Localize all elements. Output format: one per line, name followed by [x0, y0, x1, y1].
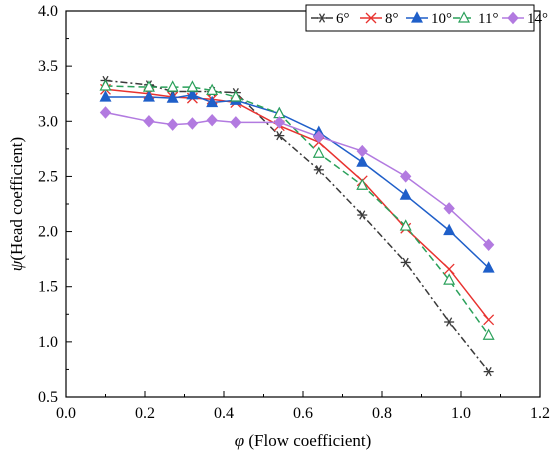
data-point-s4-11 [482, 238, 495, 252]
data-point-s3-4 [206, 83, 219, 96]
data-point-s2-0 [99, 90, 112, 102]
series-line-1 [105, 88, 490, 321]
x-axis-text: (Flow coefficient) [244, 431, 371, 450]
data-point-s3-7 [312, 146, 325, 158]
data-point-s0-11 [483, 366, 494, 377]
legend-label-4: 14° [527, 11, 548, 27]
data-point-s4-9 [400, 170, 412, 183]
data-point-s0-10 [444, 317, 455, 327]
series-line-0 [105, 79, 490, 373]
data-point-s4-4 [206, 113, 218, 127]
data-point-s2-2 [166, 91, 179, 103]
data-point-s4-2 [166, 118, 179, 131]
plot-markers [99, 75, 495, 377]
data-point-s0-9 [400, 257, 411, 268]
legend-marker-3 [458, 11, 470, 23]
data-point-s2-10 [443, 223, 456, 236]
data-point-s2-4 [206, 95, 219, 108]
legend-marker-1 [365, 12, 377, 24]
y-tick-label: 3.5 [38, 58, 58, 75]
data-point-s4-7 [313, 130, 325, 143]
data-point-s4-3 [186, 117, 199, 130]
y-tick-label: 3.0 [38, 113, 58, 130]
data-point-s2-3 [186, 88, 199, 100]
x-tick-label: 1.2 [530, 405, 550, 422]
data-point-s3-2 [166, 80, 179, 92]
data-point-s2-1 [142, 90, 155, 102]
legend-label-2: 10° [431, 11, 452, 27]
x-axis-ticks: 0.0 0.2 0.4 0.6 0.8 1.0 1.2 [56, 391, 550, 422]
x-tick-label: 0.4 [214, 405, 234, 422]
plot-lines [105, 79, 490, 373]
x-tick-label: 0.2 [135, 405, 155, 422]
x-axis-symbol: φ [235, 431, 244, 450]
data-point-s4-1 [143, 115, 155, 128]
data-point-s4-8 [356, 144, 368, 158]
legend-label-3: 11° [478, 11, 498, 27]
y-tick-label: 1.0 [38, 334, 58, 351]
legend-marker-2 [411, 11, 423, 23]
data-point-s3-1 [142, 80, 155, 92]
legend: 6° 8° 10° 11° 14° [305, 4, 548, 32]
y-tick-label: 4.0 [38, 3, 58, 20]
data-point-s3-8 [356, 178, 369, 190]
data-point-s3-11 [482, 328, 495, 340]
y-axis-ticks: 0.5 1.0 1.5 2.0 2.5 3.0 3.5 4.0 [38, 3, 72, 406]
data-point-s4-5 [230, 116, 242, 129]
y-tick-label: 1.5 [38, 279, 58, 296]
x-tick-label: 0.6 [293, 405, 313, 422]
y-axis-text: (Head coefficient) [7, 137, 26, 261]
data-point-s4-6 [273, 116, 285, 129]
data-point-s1-10 [443, 263, 455, 275]
y-tick-label: 2.0 [38, 224, 58, 241]
data-point-s0-6 [274, 130, 285, 141]
data-point-s2-11 [482, 261, 495, 273]
legend-marker-0 [317, 13, 327, 23]
data-point-s2-8 [356, 155, 369, 167]
x-axis-label: φ (Flow coefficient) [235, 431, 372, 450]
data-point-s3-9 [399, 219, 412, 231]
data-point-s0-7 [313, 165, 324, 175]
data-point-s3-10 [443, 273, 456, 285]
plot-frame [65, 10, 541, 398]
x-tick-label: 0.0 [56, 405, 76, 422]
data-point-s2-9 [399, 188, 412, 200]
data-point-s3-5 [229, 90, 242, 102]
series-line-3 [105, 85, 490, 336]
data-point-s3-0 [99, 79, 112, 91]
legend-label-1: 8° [385, 11, 399, 27]
y-tick-label: 0.5 [38, 389, 58, 406]
legend-box [305, 4, 535, 32]
y-axis-symbol: ψ [7, 260, 26, 271]
x-tick-label: 1.0 [451, 405, 471, 422]
legend-label-0: 6° [336, 11, 350, 27]
legend-marker-4 [507, 11, 519, 25]
y-axis-label: ψ(Head coefficient) [7, 137, 26, 271]
data-point-s1-11 [483, 314, 495, 326]
data-point-s0-8 [357, 210, 368, 220]
data-point-s3-3 [186, 80, 199, 92]
data-point-s4-10 [443, 202, 455, 215]
y-tick-label: 2.5 [38, 168, 58, 185]
x-tick-label: 0.8 [372, 405, 392, 422]
data-point-s4-0 [99, 106, 112, 119]
series-line-2 [105, 94, 490, 269]
